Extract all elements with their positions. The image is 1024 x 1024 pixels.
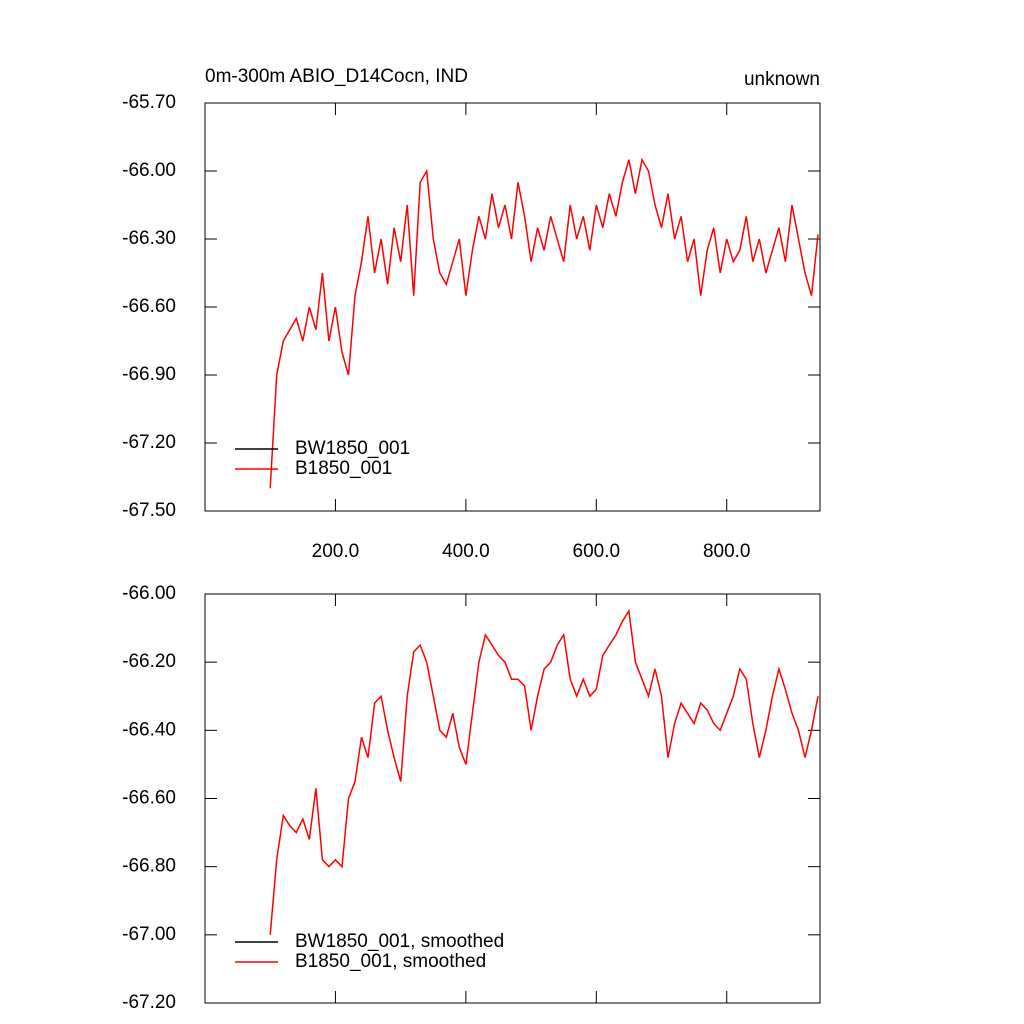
x-tick-label: 600.0: [573, 541, 621, 562]
y-tick-label: -66.60: [122, 296, 176, 317]
y-tick-label: -66.40: [122, 719, 176, 740]
y-tick-label: -66.90: [122, 364, 176, 385]
y-tick-label: -65.70: [122, 92, 176, 113]
legend-label: BW1850_001: [295, 438, 410, 459]
data-line: [269, 608, 819, 935]
y-tick-label: -66.00: [122, 583, 176, 604]
y-tick-label: -66.20: [122, 651, 176, 672]
x-tick-label: 800.0: [703, 541, 751, 562]
right-title: unknown: [744, 69, 820, 90]
x-tick-label: 400.0: [442, 541, 490, 562]
y-tick-label: -66.00: [122, 160, 176, 181]
y-tick-label: -66.80: [122, 856, 176, 877]
legend-label: BW1850_001, smoothed: [295, 931, 504, 952]
y-tick-label: -67.00: [122, 924, 176, 945]
x-tick-label: 200.0: [312, 541, 360, 562]
chart-title: 0m-300m ABIO_D14Cocn, IND: [205, 66, 468, 87]
legend-label: B1850_001: [295, 458, 392, 479]
y-tick-label: -66.30: [122, 228, 176, 249]
y-tick-label: -66.60: [122, 788, 176, 809]
y-tick-label: -67.50: [122, 500, 176, 521]
legend-label: B1850_001, smoothed: [295, 951, 486, 972]
y-tick-label: -67.20: [122, 432, 176, 453]
data-line: [269, 157, 819, 489]
y-tick-label: -67.20: [122, 992, 176, 1013]
